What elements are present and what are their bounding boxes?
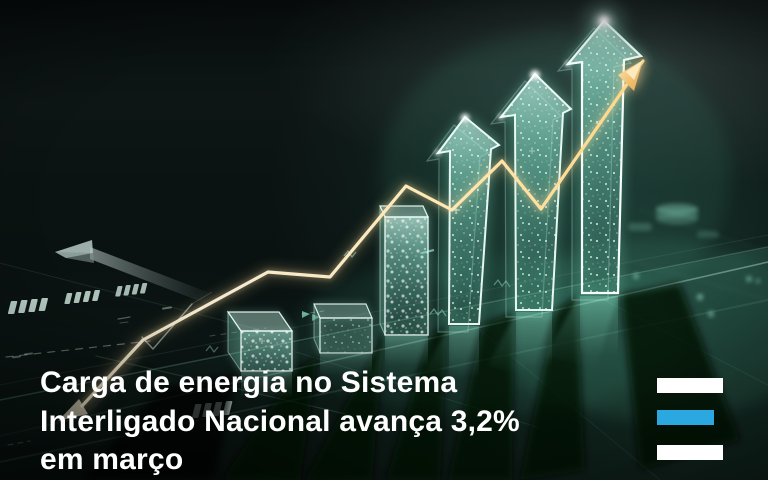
headline-line-1: Carga de energia no Sistema [40,366,458,399]
gold-trend-arrowhead [618,60,643,91]
glass-cube-2 [313,303,373,354]
headline-line-3: em março [40,443,184,476]
headline-line-2: Interligado Nacional avança 3,2% [40,404,520,438]
pale-start-arrowhead [58,399,88,421]
logo-bar-middle [657,410,714,425]
glow-arrow-small [425,113,501,333]
floor-shadows [80,284,740,480]
logo-bar-top [657,378,723,393]
chevron-marks [302,311,320,321]
glow-arrow-medium [489,70,573,318]
logo-bar-bottom [657,445,723,460]
gold-trend-line [58,57,647,421]
glass-cube-1 [226,310,294,373]
glass-column [378,205,430,336]
logo-mark [657,378,723,460]
floor-arrow-left [55,240,215,307]
floor-reflections [241,296,618,398]
bokeh-shapes [628,203,761,318]
headline: Carga de energia no Sistema Interligado … [40,364,620,480]
